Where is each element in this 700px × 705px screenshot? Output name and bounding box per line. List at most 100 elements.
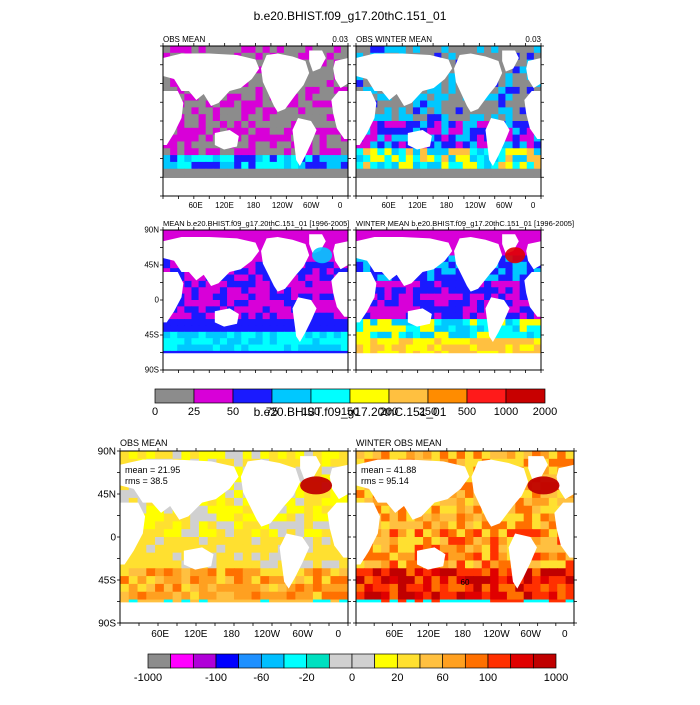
field-cell (291, 338, 299, 346)
field-cell (305, 274, 314, 282)
bottom-panel-label: OBS MEAN (120, 438, 168, 448)
field-cell (372, 583, 382, 593)
field-cell (269, 560, 279, 569)
field-cell (255, 73, 264, 81)
bottom-lat-label: 90S (98, 618, 116, 629)
field-cell (304, 583, 314, 593)
field-cell (512, 242, 521, 250)
field-cell (391, 344, 400, 352)
field-cell (319, 230, 328, 237)
field-cell (491, 344, 499, 352)
field-cell (255, 312, 264, 320)
field-cell (241, 141, 249, 149)
field-cell (519, 155, 528, 163)
field-cell (207, 537, 218, 546)
field-cell (456, 544, 466, 554)
field-cell (191, 46, 200, 54)
field-cell (462, 148, 471, 156)
field-cell (434, 141, 442, 149)
field-cell (469, 46, 478, 54)
field-cell (389, 529, 399, 538)
field-cell (405, 287, 414, 295)
field-cell (255, 280, 264, 288)
field-cell (441, 344, 450, 352)
field-cell (484, 121, 492, 129)
field-cell (384, 134, 393, 143)
field-cell (356, 46, 364, 54)
field-cell (370, 344, 378, 352)
field-cell (298, 107, 306, 115)
field-cell (356, 325, 364, 333)
field-cell (405, 148, 414, 156)
field-cell (219, 274, 228, 282)
colorbar-swatch (532, 653, 557, 669)
field-cell (305, 344, 314, 352)
field-cell (340, 52, 348, 61)
field-cell (326, 344, 335, 352)
field-cell (363, 46, 371, 54)
field-cell (146, 560, 156, 569)
field-cell (312, 93, 321, 102)
field-cell (391, 155, 400, 163)
field-cell (491, 46, 499, 54)
field-cell (198, 568, 209, 577)
field-cell (234, 300, 242, 307)
field-cell (491, 280, 499, 288)
field-cell (519, 312, 528, 320)
field-cell (548, 451, 558, 460)
field-cell (370, 161, 378, 170)
field-cell (269, 529, 279, 538)
colorbar-swatch (374, 653, 398, 669)
field-cell (305, 280, 314, 288)
field-cell (484, 148, 492, 156)
field-cell (255, 331, 264, 339)
field-cell (321, 552, 332, 562)
field-cell (515, 497, 525, 507)
field-cell (397, 529, 407, 538)
field-cell (515, 513, 525, 522)
field-cell (163, 161, 171, 170)
field-cell (291, 52, 299, 61)
field-cell (448, 513, 458, 522)
field-cell (248, 168, 257, 177)
field-cell (177, 268, 185, 276)
colorbar-label: -20 (299, 672, 315, 684)
field-cell (227, 168, 235, 177)
field-cell (242, 513, 253, 522)
field-cell (465, 560, 474, 569)
field-cell (412, 274, 421, 282)
field-cell (242, 451, 253, 460)
field-cell (434, 161, 442, 170)
field-cell (512, 293, 521, 301)
field-cell (377, 325, 386, 333)
field-cell (377, 280, 386, 288)
field-cell (557, 552, 567, 562)
field-cell (241, 121, 249, 129)
colorbar-swatch (464, 653, 489, 669)
field-cell (512, 114, 521, 122)
field-cell (484, 107, 492, 115)
bottom-map-0 (117, 448, 351, 626)
field-cell (137, 583, 147, 593)
field-cell (219, 100, 228, 108)
field-cell (456, 568, 466, 577)
field-cell (448, 560, 458, 569)
field-cell (283, 107, 292, 115)
field-cell (283, 168, 292, 177)
field-cell (198, 121, 207, 129)
field-cell (505, 100, 514, 108)
field-cell (455, 168, 464, 177)
field-cell (512, 344, 521, 352)
field-cell (333, 127, 342, 136)
field-cell (498, 155, 507, 163)
field-cell (391, 331, 400, 339)
field-cell (519, 114, 528, 122)
field-cell (526, 236, 535, 244)
field-cell (398, 319, 407, 327)
field-cell (163, 513, 174, 522)
field-cell (557, 451, 567, 460)
field-cell (312, 521, 323, 530)
field-cell (305, 155, 314, 163)
field-cell (398, 100, 407, 108)
field-cell (484, 100, 492, 108)
